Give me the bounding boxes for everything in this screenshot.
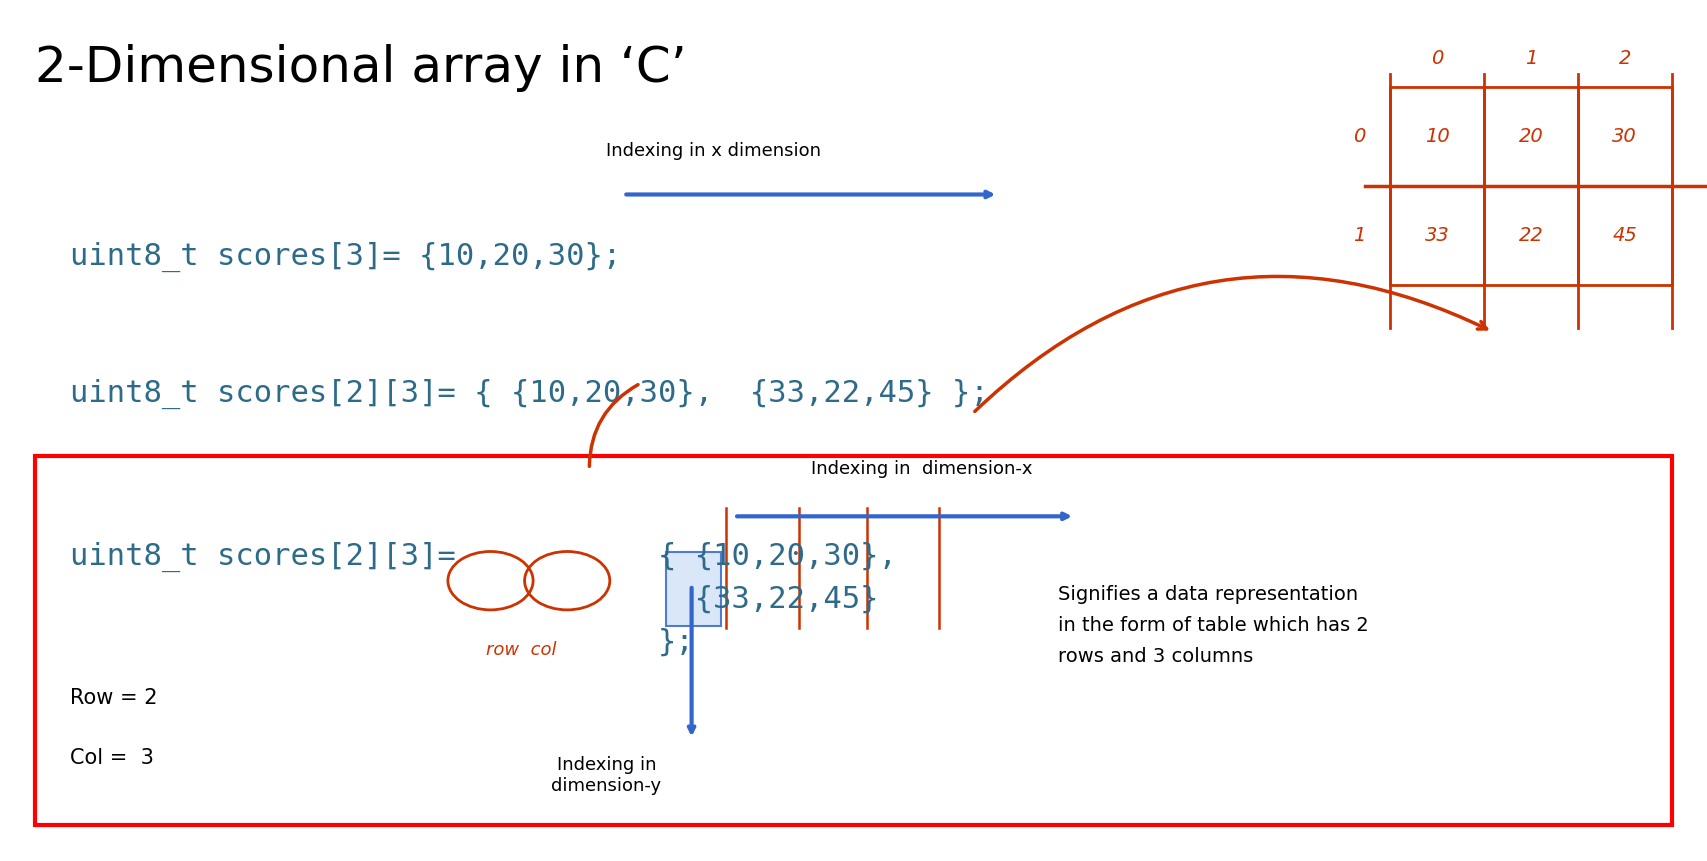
Bar — [1389, 87, 1483, 186]
Text: Signifies a data representation
in the form of table which has 2
rows and 3 colu: Signifies a data representation in the f… — [1058, 585, 1369, 666]
Text: Col =  3: Col = 3 — [70, 748, 154, 768]
Text: { {10,20,30},
  {33,22,45}
};: { {10,20,30}, {33,22,45} }; — [657, 542, 896, 657]
Text: 0: 0 — [1430, 49, 1444, 68]
Text: 2-Dimensional array in ‘C’: 2-Dimensional array in ‘C’ — [36, 44, 688, 92]
Bar — [1483, 186, 1577, 285]
Text: Indexing in
dimension-y: Indexing in dimension-y — [551, 757, 661, 796]
Text: 10: 10 — [1425, 127, 1449, 146]
Text: Indexing in  dimension-x: Indexing in dimension-x — [811, 460, 1033, 478]
Text: 1: 1 — [1524, 49, 1536, 68]
Text: row  col: row col — [486, 641, 556, 659]
Text: 0: 0 — [1354, 127, 1366, 146]
Text: Row = 2: Row = 2 — [70, 688, 157, 708]
Text: Indexing in x dimension: Indexing in x dimension — [606, 142, 821, 160]
Text: 1: 1 — [1354, 226, 1366, 245]
Bar — [1483, 87, 1577, 186]
Text: 22: 22 — [1519, 226, 1543, 245]
Text: 30: 30 — [1613, 127, 1637, 146]
FancyArrowPatch shape — [975, 276, 1487, 412]
Text: uint8_t scores[2][3]= { {10,20,30},  {33,22,45} };: uint8_t scores[2][3]= { {10,20,30}, {33,… — [70, 379, 988, 409]
Text: 33: 33 — [1425, 226, 1449, 245]
Text: 20: 20 — [1519, 127, 1543, 146]
Text: uint8_t scores[3]= {10,20,30};: uint8_t scores[3]= {10,20,30}; — [70, 242, 621, 272]
Bar — [1577, 87, 1671, 186]
Bar — [1389, 186, 1483, 285]
Text: uint8_t scores[2][3]=: uint8_t scores[2][3]= — [70, 542, 456, 573]
Bar — [1577, 186, 1671, 285]
Text: 2: 2 — [1618, 49, 1630, 68]
Text: 45: 45 — [1613, 226, 1637, 245]
FancyBboxPatch shape — [666, 553, 720, 626]
